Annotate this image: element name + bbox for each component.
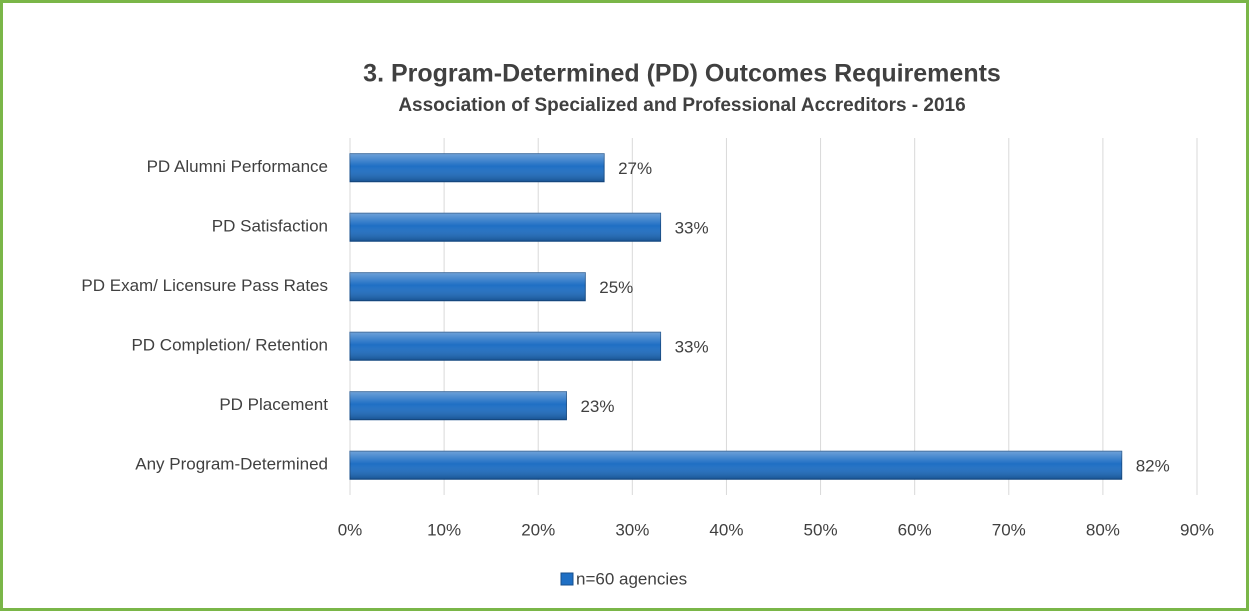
x-tick-label: 40% — [709, 520, 743, 539]
y-tick-label: PD Completion/ Retention — [131, 336, 328, 355]
data-label: 25% — [599, 278, 633, 297]
data-label: 82% — [1136, 457, 1170, 476]
bar-shade — [350, 391, 567, 420]
y-tick-label: PD Placement — [219, 395, 328, 414]
y-tick-label: PD Alumni Performance — [147, 157, 328, 176]
x-tick-label: 0% — [338, 520, 363, 539]
bar-shade — [350, 213, 661, 242]
x-tick-label: 30% — [615, 520, 649, 539]
bar-shade — [350, 451, 1122, 480]
y-tick-label: PD Exam/ Licensure Pass Rates — [81, 276, 328, 295]
data-label: 23% — [580, 397, 614, 416]
x-tick-label: 50% — [804, 520, 838, 539]
x-tick-label: 80% — [1086, 520, 1120, 539]
bar-shade — [350, 332, 661, 361]
chart-title: 3. Program-Determined (PD) Outcomes Requ… — [363, 60, 1001, 88]
y-tick-label: PD Satisfaction — [212, 217, 328, 236]
legend-label: n=60 agencies — [576, 569, 687, 588]
data-label: 27% — [618, 159, 652, 178]
x-tick-label: 60% — [898, 520, 932, 539]
y-tick-label: Any Program-Determined — [135, 455, 328, 474]
chart-subtitle: Association of Specialized and Professio… — [398, 95, 965, 116]
x-tick-label: 10% — [427, 520, 461, 539]
x-tick-label: 90% — [1180, 520, 1214, 539]
x-tick-label: 20% — [521, 520, 555, 539]
bar-shade — [350, 272, 586, 301]
legend-swatch — [560, 572, 574, 586]
data-label: 33% — [675, 219, 709, 238]
data-label: 33% — [675, 338, 709, 357]
x-tick-label: 70% — [992, 520, 1026, 539]
bar-shade — [350, 153, 605, 182]
